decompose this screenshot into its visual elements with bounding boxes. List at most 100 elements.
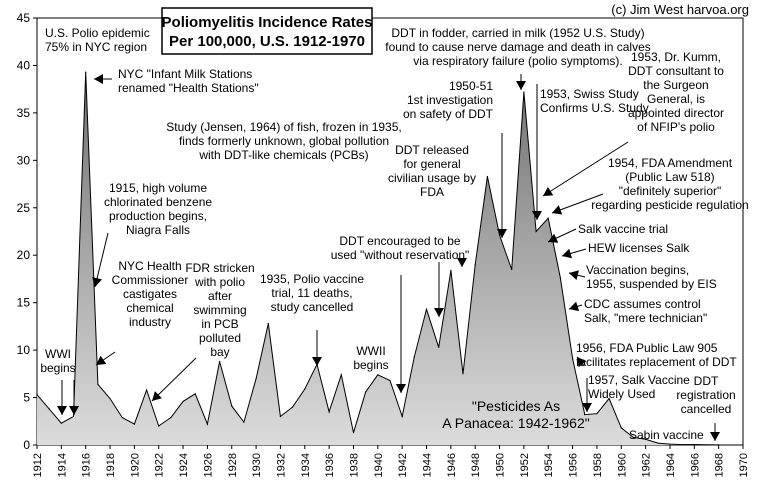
annotation: Salk vaccine trial xyxy=(547,222,668,243)
annotation: DDT registration cancelled xyxy=(676,374,736,441)
annotation-text: Vaccination begins, 1955, suspended by EI… xyxy=(586,263,717,291)
data-point xyxy=(620,427,622,429)
data-point xyxy=(584,414,586,416)
annotation-line: castigates xyxy=(123,287,177,301)
annotation-arrow-shaft xyxy=(551,193,604,214)
annotation-arrow-head xyxy=(710,432,720,441)
annotation-line: 1st investigation xyxy=(407,93,493,107)
annotation-text: 1956, FDA Public Law 905 facilitates repl… xyxy=(576,341,737,369)
annotation: Study (Jensen, 1964) of fish, frozen in … xyxy=(166,120,401,162)
data-point xyxy=(328,411,330,413)
x-tick-label: 1952 xyxy=(519,453,531,477)
x-tick-label: 1964 xyxy=(665,453,677,477)
x-tick-label: 1936 xyxy=(324,453,336,477)
annotation-arrow-shaft xyxy=(542,141,629,197)
annotation-line: 75% in NYC region xyxy=(45,40,147,54)
annotation-arrow-head xyxy=(532,211,542,220)
annotation-line: 1915, high volume xyxy=(109,181,207,195)
annotation-line: (Public Law 518) xyxy=(625,170,714,184)
annotation-line: "Pesticides As xyxy=(472,398,560,414)
data-point xyxy=(72,415,75,418)
annotation-line: appointed director xyxy=(628,106,724,120)
data-point xyxy=(85,71,87,73)
annotation: 1915, high volume chlorinated benzene prod… xyxy=(92,181,212,288)
y-tick-label: 20 xyxy=(17,248,31,262)
annotation: DDT encouraged to be used "without reserv… xyxy=(331,234,469,317)
chart-title: Per 100,000, U.S. 1912-1970 xyxy=(169,33,365,50)
data-point xyxy=(645,438,647,440)
data-point xyxy=(511,268,513,271)
x-tick-label: 1934 xyxy=(300,453,312,477)
annotation-arrow-head xyxy=(152,391,162,401)
annotation-line: registration xyxy=(676,388,735,402)
annotation-arrow-head xyxy=(577,357,587,368)
annotation-line: on safety of DDT xyxy=(403,107,494,121)
annotation: WWII begins xyxy=(353,275,406,393)
annotation: Sabin vaccine xyxy=(629,428,704,442)
annotation-line: "definitely superior" xyxy=(619,184,722,198)
annotation-text: 1953, Dr. Kumm, DDT consultant to the Surg… xyxy=(628,50,724,134)
annotation-line: 1953, Dr. Kumm, xyxy=(631,50,721,64)
x-tick-label: 1960 xyxy=(616,453,628,477)
x-tick-label: 1930 xyxy=(251,453,263,477)
x-tick-label: 1918 xyxy=(105,453,117,477)
x-tick-label: 1932 xyxy=(275,453,287,477)
data-point xyxy=(596,413,598,415)
y-tick-label: 0 xyxy=(23,438,30,452)
data-point xyxy=(48,408,50,410)
y-tick-label: 10 xyxy=(17,343,31,357)
annotation-arrow-head xyxy=(582,403,592,412)
data-point xyxy=(292,406,294,408)
annotation: U.S. Polio epidemic 75% in NYC region xyxy=(45,26,150,54)
data-point xyxy=(170,416,172,419)
annotation-line: swimming xyxy=(193,303,246,317)
x-tick-label: 1938 xyxy=(348,453,360,477)
annotation-line: after xyxy=(208,289,232,303)
x-tick-label: 1954 xyxy=(543,453,555,477)
annotation-arrow-head xyxy=(497,229,507,238)
annotation-line: study cancelled xyxy=(271,300,354,314)
annotation-text: 1954, FDA Amendment (Public Law 518) "defi… xyxy=(591,156,748,212)
annotation-line: 1957, Salk Vaccine xyxy=(588,373,690,387)
x-tick-label: 1948 xyxy=(470,453,482,477)
annotation-text: DDT registration cancelled xyxy=(676,374,735,416)
annotation-line: NYC Health xyxy=(118,259,181,273)
annotation: CDC assumes control Salk, "mere technicia… xyxy=(568,297,707,325)
annotation-line: U.S. Polio epidemic xyxy=(45,26,150,40)
data-point xyxy=(158,425,160,427)
annotation-line: chemical xyxy=(126,301,173,315)
y-tick-label: 40 xyxy=(17,58,31,72)
data-point xyxy=(486,175,488,178)
data-point xyxy=(681,444,683,446)
annotation-arrow-head xyxy=(96,355,107,365)
data-point xyxy=(389,379,391,382)
data-point xyxy=(535,230,537,233)
annotation-text: Salk vaccine trial xyxy=(578,222,668,236)
annotation-arrow-head xyxy=(312,357,322,366)
annotation-text: DDT in fodder, carried in milk (1952 U.S… xyxy=(385,26,651,68)
x-tick-label: 1912 xyxy=(32,453,44,477)
data-point xyxy=(231,405,233,407)
annotation: DDT in fodder, carried in milk (1952 U.S… xyxy=(385,26,651,90)
annotation: NYC Health Commissioner castigates chemical… xyxy=(95,259,188,366)
x-tick-label: 1968 xyxy=(714,453,726,477)
x-tick-label: 1928 xyxy=(227,453,239,477)
annotation-line: production begins, xyxy=(109,209,207,223)
annotation-text: FDR stricken with polio after swimming in PC… xyxy=(185,261,254,359)
data-point xyxy=(352,432,355,434)
data-point xyxy=(632,436,635,438)
data-point xyxy=(121,416,123,419)
x-tick-label: 1920 xyxy=(129,453,141,477)
x-tick-label: 1926 xyxy=(202,453,214,477)
data-point xyxy=(693,443,695,446)
annotation-text: 1935, Polio vaccine trial, 11 deaths, stud… xyxy=(260,272,364,314)
x-tick-label: 1916 xyxy=(81,453,93,477)
annotation-line: 1954, FDA Amendment xyxy=(608,156,733,170)
annotation-line: with DDT-like chemicals (PCBs) xyxy=(198,148,368,162)
annotation-line: polluted xyxy=(199,331,241,345)
annotation: HEW licenses Salk xyxy=(561,241,690,259)
annotation-text: U.S. Polio epidemic 75% in NYC region xyxy=(45,26,150,54)
annotation-line: with polio xyxy=(194,275,245,289)
annotation-line: WWII xyxy=(356,344,385,358)
annotation-line: cancelled xyxy=(681,402,732,416)
